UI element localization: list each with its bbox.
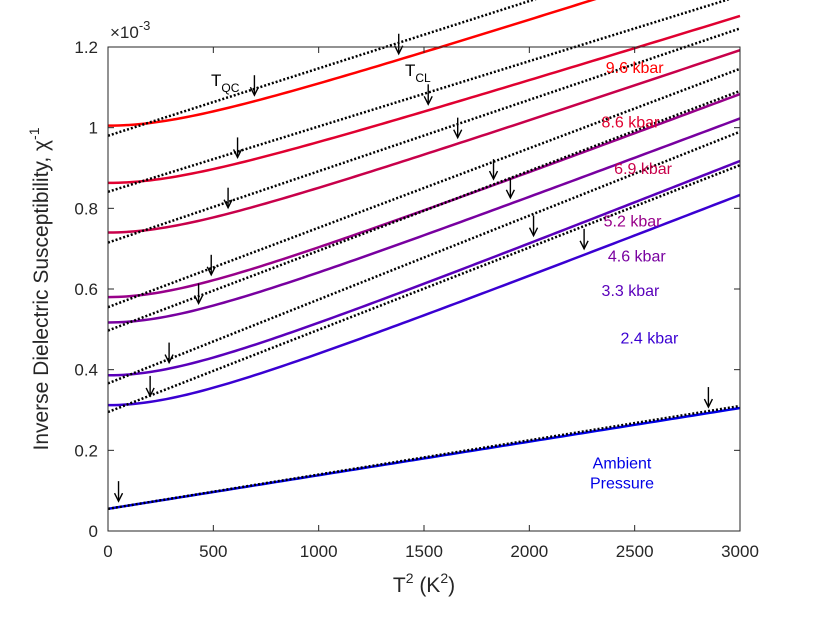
arrow-marker-8-6-kbar-1 bbox=[423, 84, 433, 106]
series-label-line: Ambient bbox=[593, 455, 652, 472]
arrow-marker-4-6-kbar-1 bbox=[505, 177, 515, 200]
y-tick-label: 0 bbox=[89, 522, 98, 541]
series-label-9-6-kbar: 9.6 kbar bbox=[606, 60, 664, 77]
arrow-marker-ambient-pressure-0 bbox=[113, 481, 124, 503]
annotation-tqc-base: T bbox=[211, 71, 221, 90]
series-line-ambient-pressure bbox=[107, 406, 741, 511]
annotation-tqc-sub: QC bbox=[221, 81, 239, 95]
y-tick-label: 0.2 bbox=[74, 441, 98, 460]
series-label-5-2-kbar: 5.2 kbar bbox=[604, 213, 662, 230]
y-tick-label: 0.4 bbox=[74, 361, 98, 380]
y-tick-label: 1 bbox=[89, 119, 98, 138]
series-label-line: 2.4 kbar bbox=[621, 330, 679, 347]
annotation-tcl: TCL bbox=[405, 61, 431, 85]
y-tick-label: 0.6 bbox=[74, 280, 98, 299]
series-line-5-2-kbar bbox=[107, 92, 741, 299]
series-label-3-3-kbar: 3.3 kbar bbox=[602, 283, 660, 300]
series-label-line: Pressure bbox=[590, 475, 654, 492]
y-exponent-label: ×10-3 bbox=[110, 18, 150, 42]
arrow-marker-4-6-kbar-0 bbox=[193, 283, 204, 305]
y-exponent-prefix: ×10 bbox=[110, 23, 139, 42]
y-axis-title-text: Inverse Dielectric Susceptibility, χ bbox=[30, 140, 53, 451]
arrow-marker-3-3-kbar-1 bbox=[528, 215, 539, 238]
x-tick-label: 500 bbox=[199, 542, 227, 561]
y-tick-label: 1.2 bbox=[74, 38, 98, 57]
arrow-marker-9-6-kbar-0 bbox=[249, 75, 260, 97]
arrow-marker-2-4-kbar-1 bbox=[579, 228, 589, 251]
fit-line-2-4-kbar bbox=[107, 164, 741, 414]
arrow-marker-ambient-pressure-1 bbox=[703, 387, 714, 409]
series-label-line: 4.6 kbar bbox=[608, 249, 666, 266]
fit-line-ambient-pressure bbox=[107, 404, 741, 511]
y-tick-label: 0.8 bbox=[74, 199, 98, 218]
arrow-marker-5-2-kbar-1 bbox=[488, 159, 499, 181]
x-tick-label: 2000 bbox=[510, 542, 548, 561]
arrow-marker-2-4-kbar-0 bbox=[145, 375, 155, 398]
series-label-4-6-kbar: 4.6 kbar bbox=[608, 249, 666, 266]
annotation-tcl-sub: CL bbox=[415, 71, 431, 85]
y-axis-title: Inverse Dielectric Susceptibility, χ-1 bbox=[26, 127, 53, 450]
plot-area bbox=[108, 47, 740, 531]
x-axis-title: T2 (K2) bbox=[393, 570, 455, 597]
series-label-line: 3.3 kbar bbox=[602, 283, 660, 300]
series-line-3-3-kbar bbox=[107, 159, 741, 377]
series-label-ambient-pressure: Ambient Pressure bbox=[590, 455, 654, 492]
series-label-line: 8.6 kbar bbox=[602, 115, 660, 132]
x-axis-title-base: T bbox=[393, 574, 406, 597]
series-label-line: 6.9 kbar bbox=[614, 161, 672, 178]
arrow-marker-8-6-kbar-0 bbox=[232, 137, 243, 159]
label-layer: 9.6 kbar 8.6 kbar 6.9 kbar 5.2 kbar 4.6 kbar… bbox=[590, 60, 679, 492]
arrow-marker-9-6-kbar-1 bbox=[394, 33, 404, 56]
series-label-6-9-kbar: 6.9 kbar bbox=[614, 161, 672, 178]
x-tick-label: 3000 bbox=[721, 542, 759, 561]
series-line-6-9-kbar bbox=[107, 48, 741, 234]
fit-line-3-3-kbar bbox=[107, 130, 741, 385]
series-line-2-4-kbar bbox=[107, 193, 741, 407]
y-axis-title-sup: -1 bbox=[26, 127, 42, 140]
annotation-tqc: TQC bbox=[211, 71, 240, 95]
arrow-marker-5-2-kbar-0 bbox=[206, 254, 216, 277]
arrow-layer bbox=[113, 33, 714, 503]
y-exponent-sup: -3 bbox=[139, 18, 151, 33]
x-tick-label: 2500 bbox=[616, 542, 654, 561]
series-label-line: 9.6 kbar bbox=[606, 60, 664, 77]
arrow-marker-6-9-kbar-1 bbox=[453, 117, 463, 140]
fit-line-6-9-kbar bbox=[107, 27, 741, 244]
tick-layer: 0 500 1000 1500 2000 2500 3000 0 0.2 0.4 0.6 0.8 1 1.… bbox=[74, 38, 759, 561]
x-tick-label: 1500 bbox=[405, 542, 443, 561]
x-tick-label: 0 bbox=[103, 542, 112, 561]
annotation-tcl-base: T bbox=[405, 61, 415, 80]
arrow-marker-6-9-kbar-0 bbox=[223, 187, 233, 210]
series-label-2-4-kbar: 2.4 kbar bbox=[621, 330, 679, 347]
x-axis-title-unit-post: ) bbox=[448, 574, 455, 597]
series-label-line: 5.2 kbar bbox=[604, 213, 662, 230]
series-label-8-6-kbar: 8.6 kbar bbox=[602, 115, 660, 132]
x-axis-title-sup: 2 bbox=[406, 570, 414, 586]
x-axis-title-unit-pre: (K bbox=[413, 574, 440, 597]
x-axis-title-unit-sup: 2 bbox=[440, 570, 448, 586]
fit-line-4-6-kbar bbox=[107, 89, 741, 332]
x-tick-label: 1000 bbox=[300, 542, 338, 561]
fit-line-5-2-kbar bbox=[107, 67, 741, 309]
arrow-marker-3-3-kbar-0 bbox=[164, 342, 174, 365]
series-line-4-6-kbar bbox=[107, 117, 741, 324]
